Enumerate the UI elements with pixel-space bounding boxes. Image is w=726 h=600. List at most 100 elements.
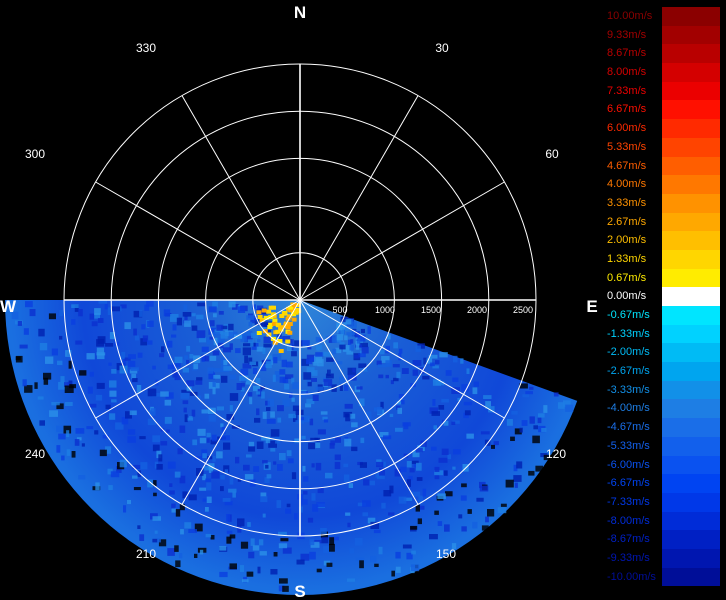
echo-speckle xyxy=(241,579,249,583)
echo-speckle xyxy=(422,375,430,380)
echo-speckle xyxy=(417,518,422,525)
echo-speckle xyxy=(310,541,320,548)
echo-speckle xyxy=(45,356,54,364)
echo-speckle xyxy=(406,552,413,560)
echo-speckle xyxy=(243,343,251,347)
echo-speckle xyxy=(288,339,294,347)
legend-entry: 0.67m/s xyxy=(605,268,721,288)
echo-speckle xyxy=(396,405,401,410)
echo-speckle xyxy=(347,522,351,528)
echo-speckle xyxy=(71,451,76,458)
legend-entry: -6.00m/s xyxy=(605,455,721,475)
echo-speckle xyxy=(182,359,187,366)
echo-speckle xyxy=(497,507,507,514)
echo-speckle xyxy=(205,507,209,512)
echo-speckle xyxy=(81,443,85,447)
legend-entry: 4.67m/s xyxy=(605,156,721,176)
legend-swatch xyxy=(662,287,720,306)
azimuth-label-210: 210 xyxy=(136,547,156,561)
echo-speckle xyxy=(565,404,574,412)
echo-speckle xyxy=(420,443,425,451)
echo-speckle xyxy=(148,410,152,415)
echo-speckle xyxy=(485,516,489,523)
echo-speckle xyxy=(109,390,117,397)
echo-speckle xyxy=(360,328,365,334)
echo-speckle xyxy=(332,348,337,355)
echo-speckle xyxy=(244,330,253,337)
echo-speckle xyxy=(438,405,445,410)
echo-speckle xyxy=(246,315,254,320)
echo-speckle xyxy=(511,411,518,415)
legend-swatch xyxy=(662,530,720,549)
azimuth-label-240: 240 xyxy=(25,447,45,461)
echo-speckle xyxy=(293,347,298,352)
echo-speckle xyxy=(19,344,28,349)
echo-speckle xyxy=(255,377,261,384)
echo-speckle xyxy=(429,534,438,540)
echo-speckle xyxy=(115,422,124,430)
echo-speckle xyxy=(466,433,474,439)
echo-speckle xyxy=(229,374,236,380)
echo-speckle xyxy=(220,423,224,428)
echo-speckle xyxy=(380,401,384,409)
echo-speckle xyxy=(460,495,467,501)
echo-speckle xyxy=(362,512,368,517)
echo-speckle xyxy=(171,507,176,513)
legend-label: 0.67m/s xyxy=(607,271,647,284)
echo-speckle xyxy=(339,344,346,350)
echo-speckle xyxy=(181,389,190,393)
range-label-1500: 1500 xyxy=(421,305,441,315)
echo-speckle xyxy=(339,342,345,347)
echo-speckle xyxy=(161,346,165,353)
echo-speckle xyxy=(95,394,103,401)
echo-speckle xyxy=(147,340,153,345)
echo-speckle xyxy=(281,311,287,316)
echo-speckle xyxy=(395,427,403,432)
echo-speckle xyxy=(248,357,253,365)
echo-speckle xyxy=(513,475,522,482)
echo-speckle xyxy=(273,357,278,364)
legend-swatch xyxy=(662,418,720,437)
echo-speckle xyxy=(432,379,442,386)
echo-speckle xyxy=(329,443,335,449)
legend-label: -6.67m/s xyxy=(607,477,650,490)
echo-speckle xyxy=(433,425,437,430)
echo-speckle xyxy=(296,559,305,565)
echo-speckle xyxy=(240,334,247,342)
echo-speckle xyxy=(392,364,400,368)
echo-speckle xyxy=(94,430,99,435)
echo-speckle xyxy=(415,447,423,453)
echo-speckle xyxy=(76,437,82,441)
echo-speckle xyxy=(229,343,233,350)
echo-speckle xyxy=(306,398,315,405)
echo-speckle xyxy=(172,324,177,331)
echo-speckle xyxy=(208,372,216,380)
echo-speckle xyxy=(307,345,312,350)
echo-speckle xyxy=(205,478,211,482)
echo-speckle xyxy=(248,441,255,447)
echo-speckle xyxy=(298,506,303,513)
echo-speckle xyxy=(437,521,443,526)
echo-speckle xyxy=(267,325,273,329)
echo-speckle xyxy=(237,525,242,533)
echo-speckle xyxy=(419,505,425,510)
echo-speckle xyxy=(191,313,196,317)
echo-speckle xyxy=(451,387,460,394)
legend-label: 9.33m/s xyxy=(607,28,647,41)
echo-speckle xyxy=(316,568,322,573)
echo-speckle xyxy=(202,453,207,459)
echo-speckle xyxy=(216,451,223,459)
echo-speckle xyxy=(223,360,228,366)
echo-speckle xyxy=(107,468,113,475)
echo-speckle xyxy=(463,401,473,406)
echo-speckle xyxy=(23,328,29,335)
echo-speckle xyxy=(222,347,232,353)
echo-speckle xyxy=(43,372,52,380)
echo-speckle xyxy=(250,317,255,324)
echo-speckle xyxy=(422,488,427,497)
echo-speckle xyxy=(194,523,203,532)
echo-speckle xyxy=(300,553,310,561)
echo-speckle xyxy=(29,309,36,317)
echo-speckle xyxy=(291,351,297,357)
echo-speckle xyxy=(152,393,161,397)
